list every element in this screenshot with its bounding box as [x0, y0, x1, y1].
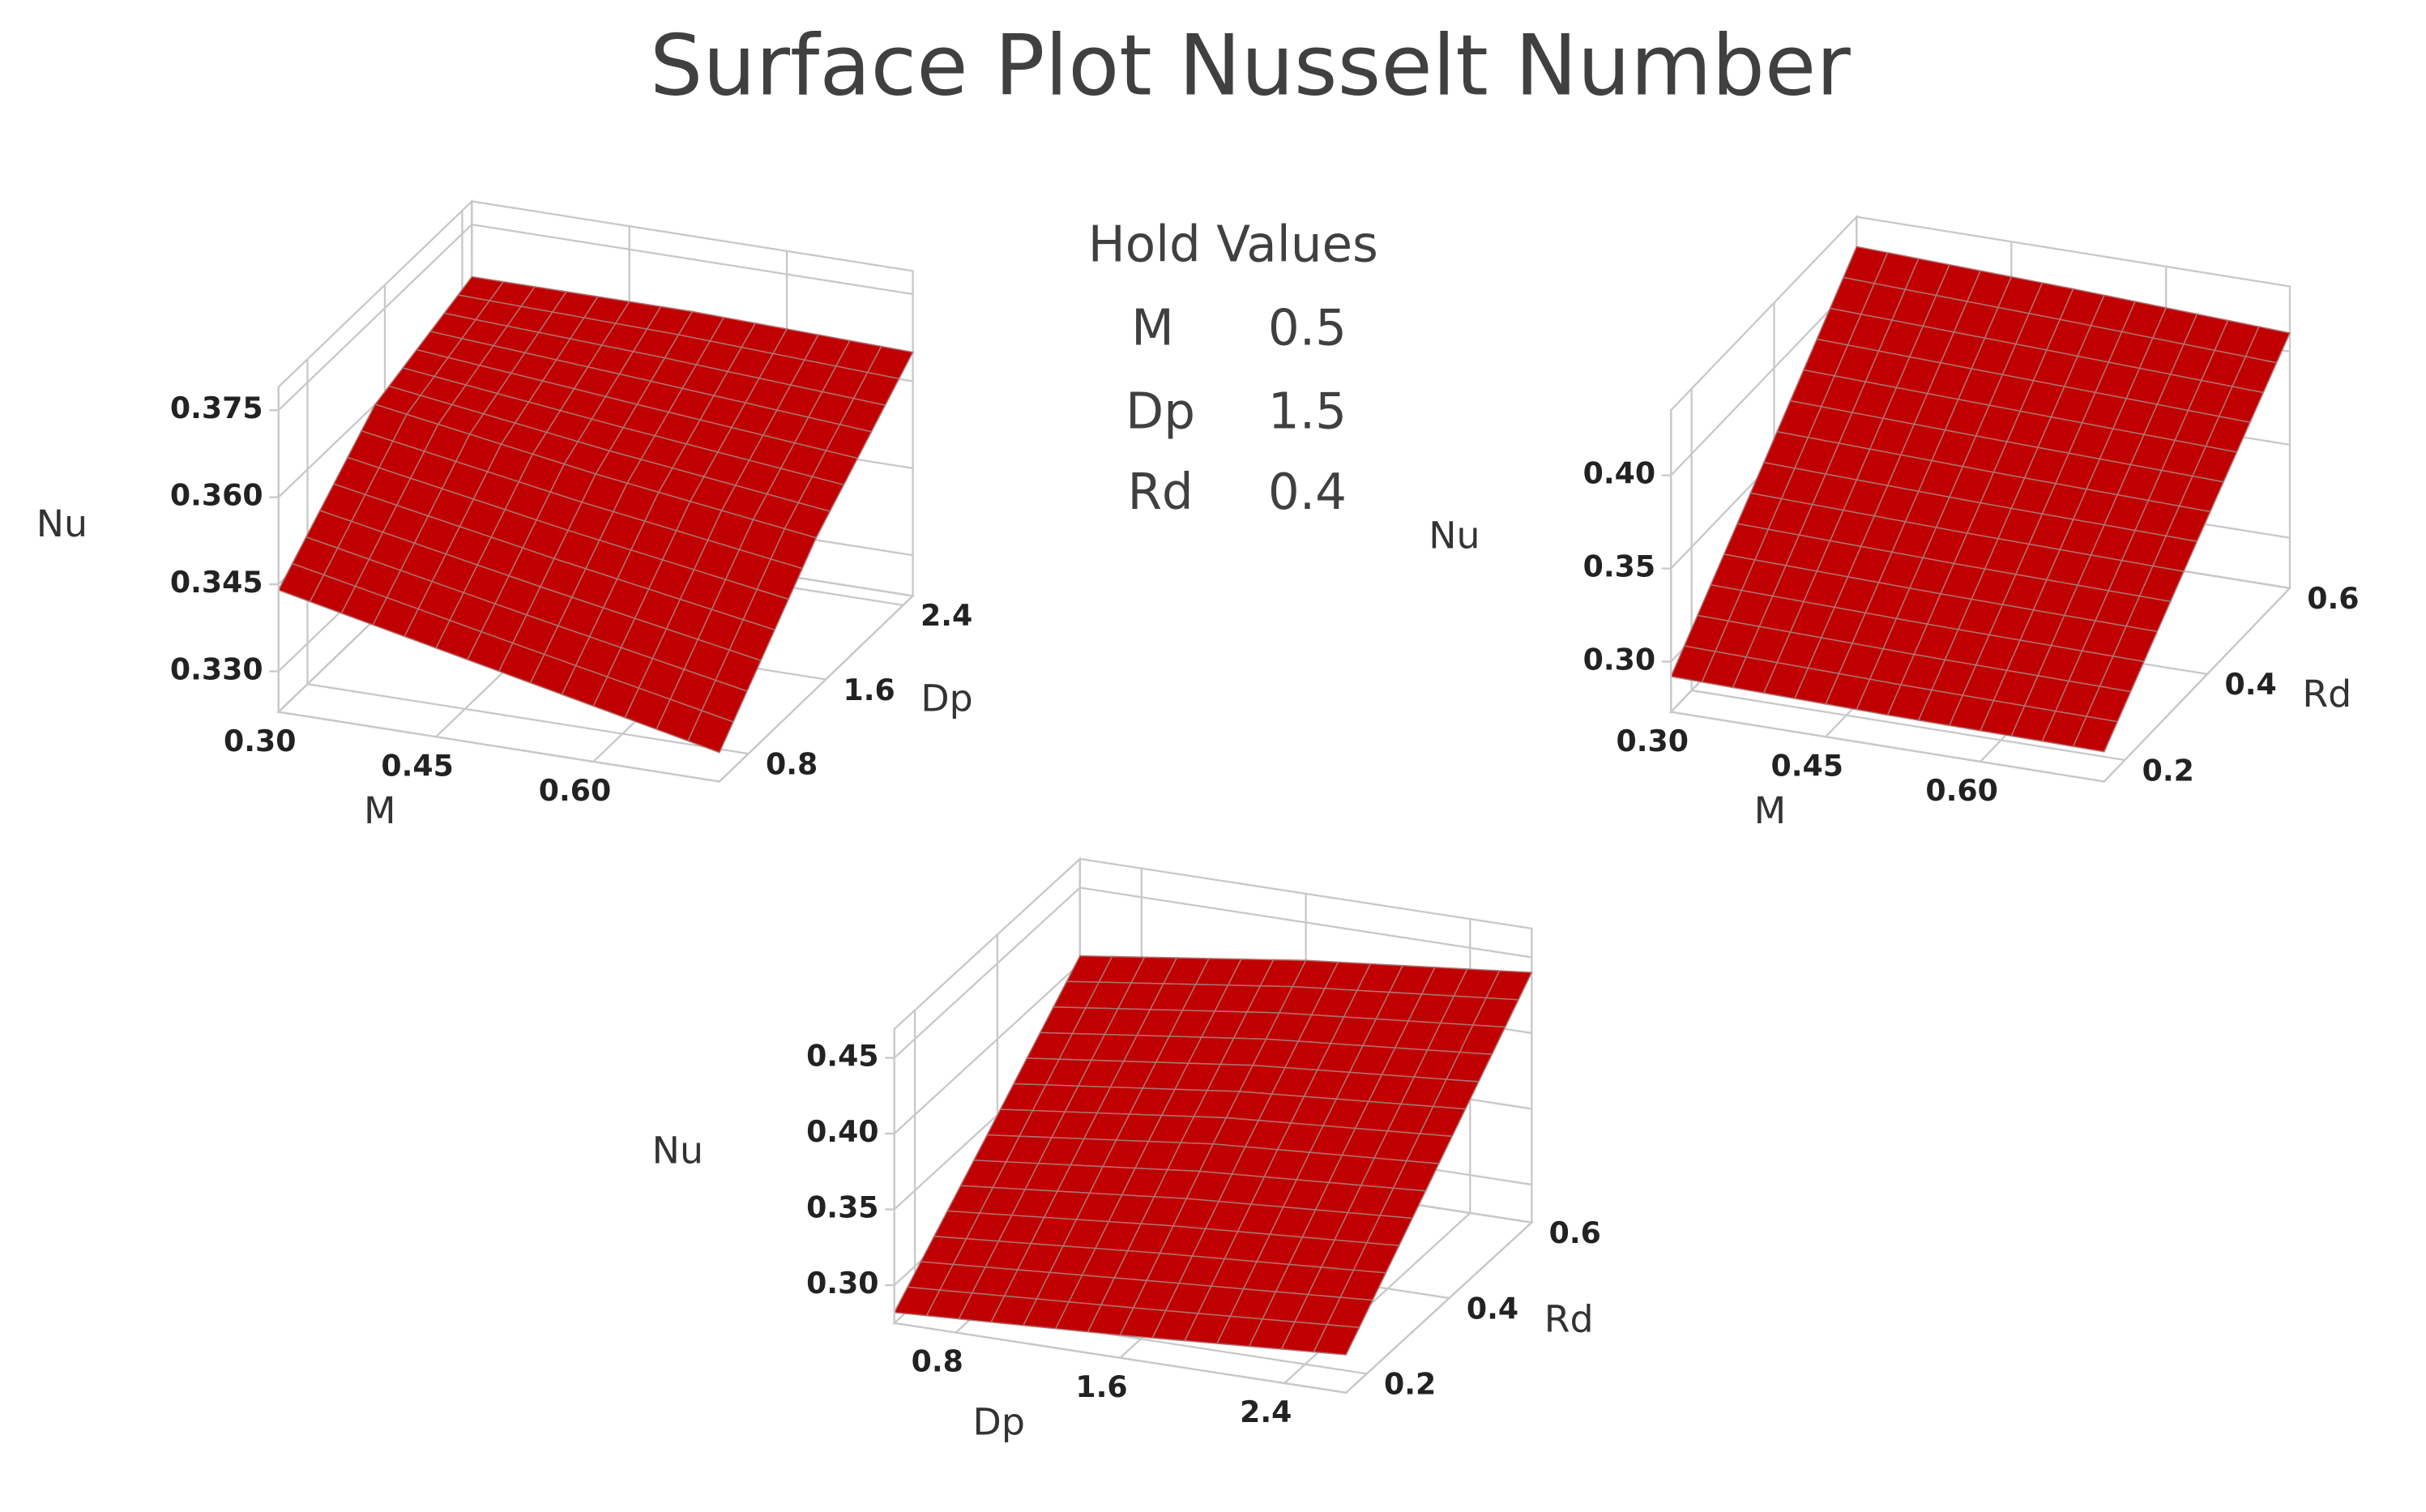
- y-tick-label: 0.4: [1467, 1291, 1518, 1326]
- surface-cell: [1886, 502, 2198, 753]
- surface-cell: [1979, 288, 2291, 543]
- surface-cell: [277, 404, 597, 673]
- y-axis-label: Rd: [1544, 1296, 1594, 1340]
- z-tick-label: 0.45: [806, 1039, 878, 1074]
- grid-line: [1283, 1212, 1471, 1384]
- y-tick-label: 0.4: [2224, 667, 2276, 702]
- z-axis-label: Nu: [1429, 513, 1480, 557]
- axis-line: [719, 595, 914, 783]
- hold-name: Rd: [1127, 463, 1193, 521]
- grid-line: [307, 683, 749, 755]
- grid-line: [472, 223, 913, 296]
- x-axis-label: Dp: [973, 1399, 1025, 1443]
- surface-cell: [1762, 246, 2074, 504]
- hold-values-title: Hold Values: [1088, 216, 1378, 273]
- surface-cell: [374, 275, 694, 475]
- hold-name: M: [1131, 299, 1174, 357]
- x-tick-label: 0.45: [1770, 748, 1843, 783]
- surface-patch: [686, 710, 734, 754]
- x-tick-label: 0.30: [1617, 724, 1689, 758]
- z-tick-label: 0.40: [1583, 456, 1655, 491]
- z-tick-label: 0.35: [806, 1190, 878, 1225]
- hold-value: 1.5: [1268, 383, 1347, 441]
- y-axis-label: Dp: [920, 677, 972, 720]
- chart-title: Surface Plot Nusselt Number: [650, 17, 1851, 114]
- z-tick-label: 0.375: [170, 391, 263, 425]
- x-tick-label: 1.6: [1075, 1369, 1127, 1404]
- grid-line: [1691, 689, 2125, 762]
- axis-line: [2104, 587, 2291, 783]
- z-tick-label: 0.330: [170, 651, 263, 686]
- surface-cell: [1211, 959, 1533, 1164]
- y-tick-label: 0.2: [2142, 753, 2194, 788]
- z-axis-label: Nu: [36, 502, 88, 545]
- z-tick-label: 0.30: [1583, 643, 1655, 677]
- grid-line: [1670, 281, 1858, 476]
- surface-patch: [2072, 715, 2119, 753]
- surface-cell: [1670, 461, 1982, 716]
- z-tick-label: 0.40: [806, 1114, 878, 1149]
- x-tick-label: 0.60: [539, 773, 611, 808]
- z-tick-label: 0.35: [1583, 549, 1655, 584]
- surface-cell: [985, 955, 1307, 1145]
- grid-line: [893, 963, 1081, 1134]
- z-tick-label: 0.345: [170, 565, 263, 600]
- surface-cell: [893, 1134, 1215, 1336]
- x-tick-label: 0.45: [381, 748, 453, 783]
- y-tick-label: 0.6: [1549, 1215, 1601, 1250]
- z-tick-label: 0.30: [806, 1266, 878, 1301]
- x-tick-label: 0.8: [912, 1344, 963, 1379]
- surface-cell: [498, 473, 818, 754]
- grid-line: [893, 886, 1081, 1059]
- y-tick-label: 2.4: [920, 598, 972, 633]
- grid-line: [277, 224, 473, 412]
- axis-line: [278, 711, 720, 783]
- z-axis-label: Nu: [652, 1128, 703, 1172]
- x-tick-label: 0.30: [224, 724, 296, 758]
- y-tick-label: 0.8: [766, 746, 818, 781]
- hold-name: Dp: [1125, 383, 1195, 441]
- surface-patch: [1313, 1324, 1360, 1356]
- x-axis-label: M: [364, 788, 396, 832]
- axis-line: [1671, 711, 2105, 783]
- y-axis-label: Rd: [2302, 672, 2351, 715]
- x-tick-label: 0.60: [1925, 773, 1997, 808]
- axis-line: [894, 1322, 1347, 1394]
- z-tick-label: 0.360: [170, 478, 263, 513]
- surface-cell: [594, 310, 914, 539]
- x-axis-label: M: [1754, 788, 1787, 832]
- x-tick-label: 2.4: [1240, 1395, 1292, 1429]
- y-tick-label: 0.6: [2307, 581, 2359, 616]
- surface-cell: [1119, 1143, 1440, 1356]
- hold-value: 0.5: [1268, 299, 1347, 357]
- axis-line: [1345, 1221, 1533, 1394]
- y-tick-label: 0.2: [1384, 1367, 1436, 1402]
- hold-value: 0.4: [1268, 463, 1347, 521]
- y-tick-label: 1.6: [844, 673, 895, 707]
